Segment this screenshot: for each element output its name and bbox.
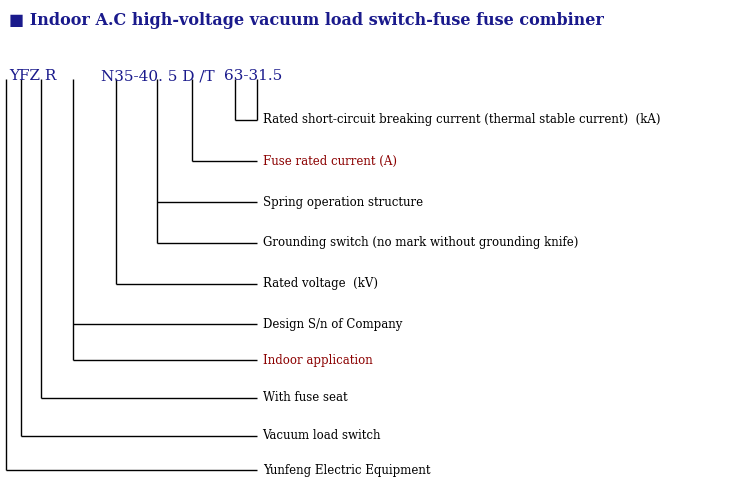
Text: Indoor application: Indoor application — [263, 354, 372, 367]
Text: Spring operation structure: Spring operation structure — [263, 195, 423, 209]
Text: Yunfeng Electric Equipment: Yunfeng Electric Equipment — [263, 464, 430, 477]
Text: Rated voltage  (kV): Rated voltage (kV) — [263, 277, 377, 290]
Text: With fuse seat: With fuse seat — [263, 391, 347, 404]
Text: Vacuum load switch: Vacuum load switch — [263, 429, 381, 443]
Text: Rated short-circuit breaking current (thermal stable current)  (kA): Rated short-circuit breaking current (th… — [263, 113, 660, 126]
Text: 63-31.5: 63-31.5 — [224, 69, 282, 83]
Text: Grounding switch (no mark without grounding knife): Grounding switch (no mark without ground… — [263, 236, 578, 250]
Text: Fuse rated current (A): Fuse rated current (A) — [263, 155, 397, 168]
Text: YFZ R: YFZ R — [9, 69, 57, 83]
Text: Design S/n of Company: Design S/n of Company — [263, 318, 402, 331]
Text: N35-40. 5 D /T: N35-40. 5 D /T — [101, 69, 214, 83]
Text: ■ Indoor A.C high-voltage vacuum load switch-fuse fuse combiner: ■ Indoor A.C high-voltage vacuum load sw… — [9, 12, 604, 29]
